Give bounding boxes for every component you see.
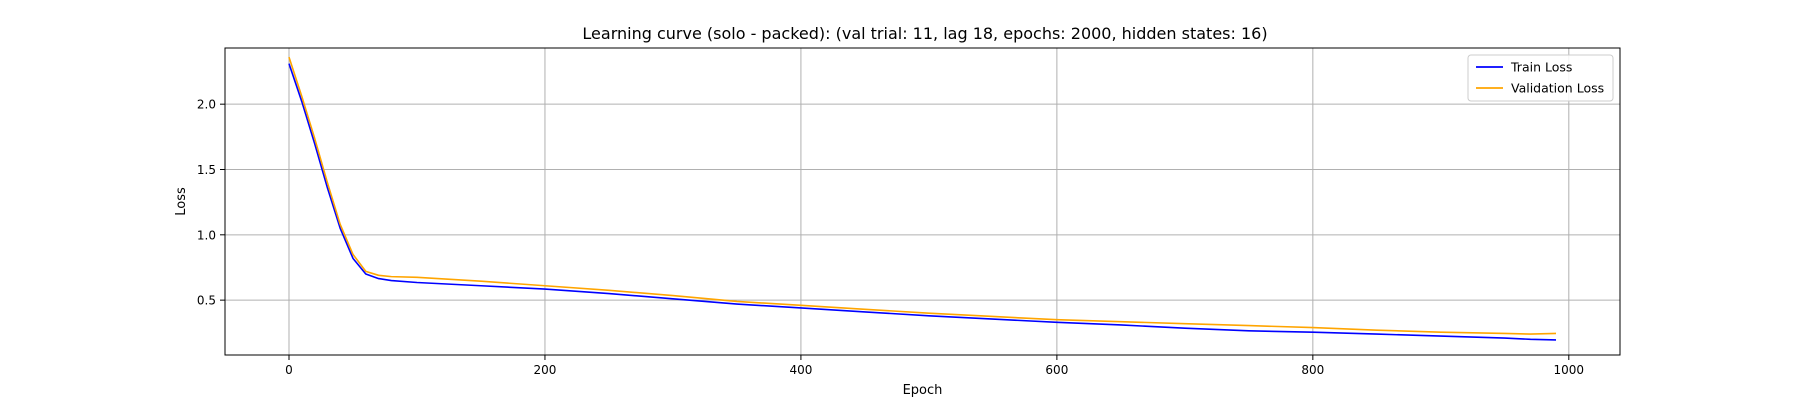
plot-frame [224, 47, 1621, 356]
grid-lines [225, 48, 1620, 355]
y-tick-label: 1.5 [197, 163, 216, 177]
x-tick-label: 800 [1301, 363, 1324, 377]
y-tick-label: 1.0 [197, 228, 216, 242]
x-axis-label: Epoch [903, 383, 943, 398]
chart-title: Learning curve (solo - packed): (val tri… [582, 24, 1267, 43]
axis-ticks: 0 200 400 600 800 1000 0.5 1.0 1.5 2.0 [197, 98, 1584, 377]
data-series [288, 56, 1557, 341]
legend-box [1467, 54, 1614, 102]
validation-loss-line [288, 56, 1557, 335]
x-tick-label: 1000 [1554, 363, 1585, 377]
y-tick-label: 0.5 [197, 294, 216, 308]
plot-background [225, 48, 1620, 355]
x-tick-label: 400 [789, 363, 812, 377]
y-tick-label: 2.0 [197, 98, 216, 112]
legend: Train Loss Validation Loss [1467, 54, 1614, 102]
legend-label-train-loss: Train Loss [1510, 60, 1572, 75]
train-loss-line [288, 63, 1557, 341]
legend-label-validation-loss: Validation Loss [1511, 81, 1604, 96]
y-axis-label: Loss [174, 187, 189, 216]
x-tick-label: 200 [534, 363, 557, 377]
x-tick-label: 600 [1045, 363, 1068, 377]
x-tick-label: 0 [285, 363, 293, 377]
